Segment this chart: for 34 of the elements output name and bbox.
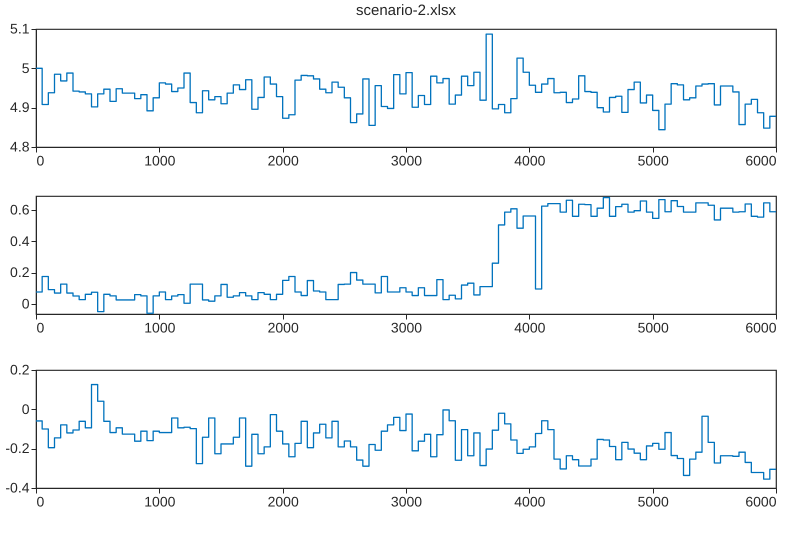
x-tick-label: 2000 xyxy=(268,152,299,168)
y-tick-label: 0.4 xyxy=(10,232,30,249)
y-tick-label: 4.9 xyxy=(10,99,30,116)
y-tick-label: -0.4 xyxy=(5,480,30,496)
chart-title: scenario-2.xlsx xyxy=(356,2,457,19)
x-tick-label: 6000 xyxy=(745,320,777,336)
x-tick-label: 2000 xyxy=(268,494,299,510)
x-tick-label: 0 xyxy=(36,494,44,510)
y-tick-label: 4.8 xyxy=(10,138,30,154)
x-tick-label: 1000 xyxy=(144,152,176,168)
x-tick-label: 3000 xyxy=(390,494,422,510)
x-tick-label: 3000 xyxy=(390,320,422,336)
y-tick-label: 0.2 xyxy=(10,264,30,280)
x-tick-label: 3000 xyxy=(390,152,422,168)
y-tick-label: 0 xyxy=(22,400,30,417)
x-tick-label: 6000 xyxy=(745,494,777,510)
y-tick-label: 5.1 xyxy=(10,20,30,36)
y-tick-label: 0.6 xyxy=(10,202,30,218)
x-tick-label: 1000 xyxy=(144,494,176,510)
x-tick-label: 4000 xyxy=(514,320,546,336)
x-tick-label: 0 xyxy=(36,320,44,336)
x-tick-label: 6000 xyxy=(745,152,777,168)
y-tick-label: 5 xyxy=(22,60,30,76)
x-tick-label: 5000 xyxy=(638,320,669,336)
x-tick-label: 5000 xyxy=(638,494,669,510)
y-tick-label: 0 xyxy=(22,295,30,312)
x-tick-label: 4000 xyxy=(514,494,546,510)
x-tick-label: 4000 xyxy=(514,152,546,168)
x-tick-label: 2000 xyxy=(268,320,299,336)
x-tick-label: 5000 xyxy=(638,152,669,168)
x-tick-label: 1000 xyxy=(144,320,176,336)
x-tick-label: 0 xyxy=(36,152,44,168)
y-tick-label: 0.2 xyxy=(10,362,30,378)
y-tick-label: -0.2 xyxy=(5,440,30,456)
